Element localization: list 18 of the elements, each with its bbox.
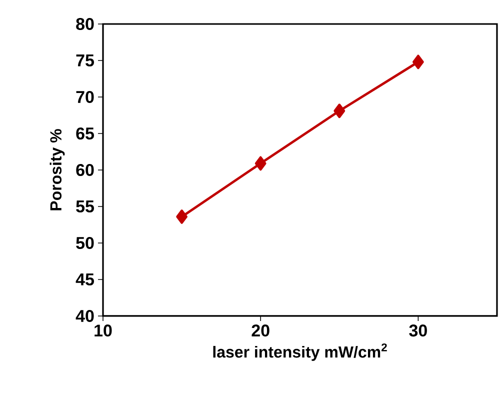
point	[334, 104, 346, 118]
x-tick-label: 10	[94, 324, 112, 337]
y-axis-title: Porosity %	[50, 129, 65, 210]
y-tick-label: 70	[76, 90, 94, 104]
point	[412, 54, 424, 70]
point	[254, 156, 266, 171]
point	[176, 210, 188, 224]
y-tick-label: 80	[76, 18, 94, 30]
y-tick-label: 55	[76, 200, 94, 212]
y-tick-label: 75	[76, 54, 94, 66]
x-tick-label: 30	[409, 324, 427, 337]
y-tick-label: 60	[76, 164, 94, 176]
y-tick-label: 65	[76, 127, 94, 140]
x-tick-label: 20	[252, 324, 270, 337]
y-tick-label: 45	[76, 274, 94, 286]
y-tick-label: 40	[76, 310, 94, 322]
x-axis-title: laser intensity mW/cm$^{2}$	[213, 343, 387, 361]
y-tick-label: 50	[76, 236, 94, 250]
